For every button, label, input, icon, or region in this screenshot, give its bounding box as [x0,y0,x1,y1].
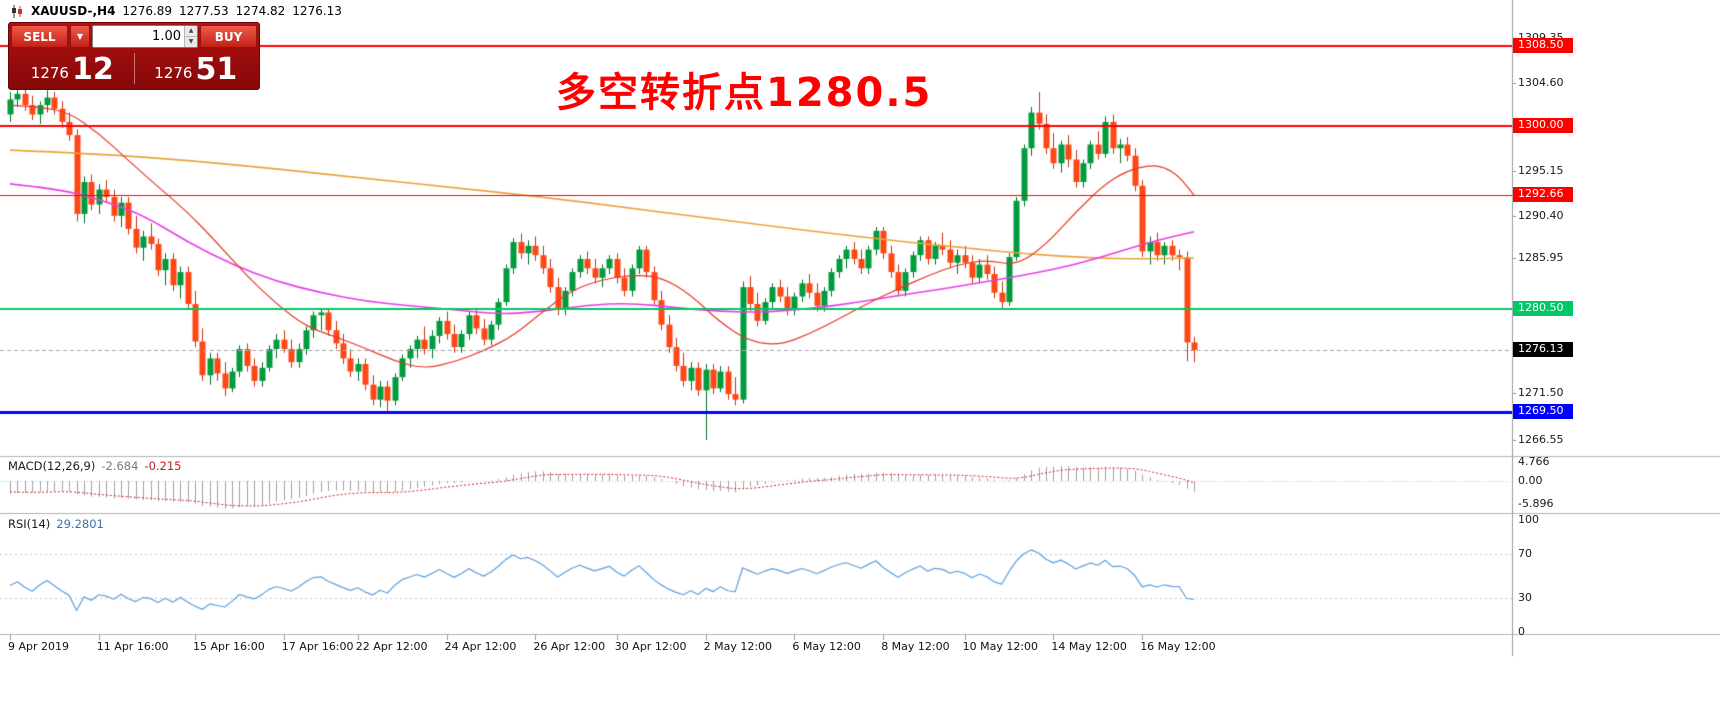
ask-price: 1276 51 [135,50,258,87]
price-axis-label: 1285.95 [1518,250,1564,264]
time-axis-label: 8 May 12:00 [881,640,950,653]
volume-decrease-button[interactable]: ▼ [185,36,197,47]
time-axis-label: 6 May 12:00 [792,640,861,653]
time-axis-label: 16 May 12:00 [1140,640,1216,653]
candlestick-icon [10,4,24,18]
price-axis[interactable]: 1309.351304.601295.151290.401285.951271.… [1512,0,1720,656]
rsi-name: RSI(14) [8,517,51,531]
sell-button[interactable]: SELL [11,25,68,48]
indicator-axis-label: 0.00 [1518,474,1543,487]
time-axis-label: 2 May 12:00 [703,640,773,653]
symbol-ohlc-header: XAUUSD-,H4 1276.89 1277.53 1274.82 1276.… [10,4,342,18]
macd-main-value: -2.684 [101,459,139,473]
macd-name: MACD(12,26,9) [8,459,96,473]
rsi-value: 29.2801 [56,517,104,531]
quotes-row: 1276 12 1276 51 [11,50,257,87]
rsi-indicator-label: RSI(14) 29.2801 [8,517,104,531]
volume-input[interactable] [93,26,184,47]
time-axis-label: 22 Apr 12:00 [355,640,428,653]
low-value: 1274.82 [235,4,286,18]
current-price-tag: 1276.13 [1513,341,1573,357]
macd-signal-value: -0.215 [144,459,182,473]
quote-divider [133,53,135,84]
order-dropdown-button[interactable]: ▼ [70,25,90,48]
one-click-trading-panel: SELL ▼ ▲ ▼ BUY 1276 12 1276 51 [8,22,260,90]
chevron-down-icon: ▼ [76,32,84,41]
close-value: 1276.13 [292,4,342,18]
indicator-axis-label: 30 [1518,591,1532,605]
high-value: 1277.53 [179,4,229,18]
indicator-axis-label: 70 [1518,546,1532,560]
indicator-axis-label: 4.766 [1518,455,1550,468]
indicator-axis-label: 100 [1518,513,1539,526]
open-value: 1276.89 [122,4,173,18]
time-axis-label: 26 Apr 12:00 [533,640,606,653]
time-axis-label: 10 May 12:00 [962,640,1039,653]
indicator-axis-label: 0 [1518,625,1525,638]
time-axis[interactable]: 9 Apr 2019 11 Apr 16:00 15 Apr 16:00 17 Apr… [0,636,1512,658]
bid-price: 1276 12 [11,50,134,87]
time-axis-label: 24 Apr 12:00 [444,640,517,653]
macd-indicator-label: MACD(12,26,9) -2.684 -0.215 [8,459,182,473]
ask-pips-digits: 51 [195,52,238,87]
symbol-period-label: XAUUSD-,H4 [31,4,116,18]
price-axis-label: 1295.15 [1518,164,1564,178]
indicator-axis-label: -5.896 [1518,497,1554,511]
bid-pips-digits: 12 [71,52,114,87]
volume-field: ▲ ▼ [92,25,198,48]
volume-stepper: ▲ ▼ [184,26,197,47]
time-axis-label: 15 Apr 16:00 [193,640,265,653]
price-line-tag: 1280.50 [1513,300,1573,316]
price-axis-label: 1290.40 [1518,208,1564,222]
time-axis-label: 11 Apr 16:00 [96,640,169,653]
buy-button[interactable]: BUY [200,25,257,48]
price-line-tag: 1269.50 [1513,403,1573,419]
time-axis-label: 17 Apr 16:00 [281,640,354,653]
price-line-tag: 1308.50 [1513,37,1573,53]
volume-increase-button[interactable]: ▲ [185,26,197,36]
ask-main-digits: 1276 [154,64,193,82]
price-line-tag: 1300.00 [1513,117,1573,133]
time-axis-label: 9 Apr 2019 [8,640,70,653]
time-axis-label: 14 May 12:00 [1051,640,1127,653]
price-axis-label: 1266.55 [1518,432,1564,446]
bid-main-digits: 1276 [30,64,69,82]
price-axis-label: 1304.60 [1518,75,1564,89]
time-axis-label: 30 Apr 12:00 [614,640,687,653]
price-axis-label: 1271.50 [1518,386,1564,400]
chart-annotation: 多空转折点1280.5 [556,70,933,116]
price-line-tag: 1292.66 [1513,186,1573,202]
order-controls-row: SELL ▼ ▲ ▼ BUY [11,25,257,48]
